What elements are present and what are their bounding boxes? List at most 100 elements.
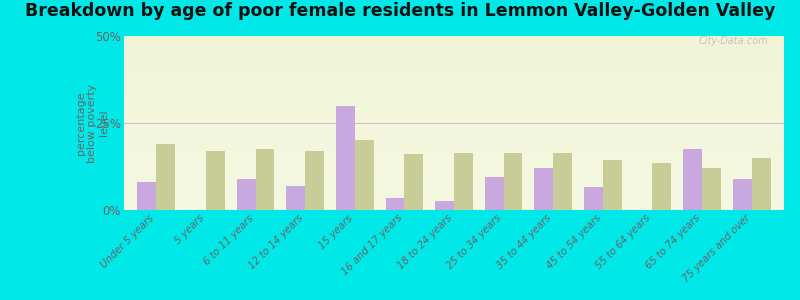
Bar <box>404 154 423 210</box>
Bar <box>124 73 784 74</box>
Bar <box>124 188 784 189</box>
Bar <box>124 196 784 198</box>
Bar <box>124 206 784 208</box>
Bar <box>286 186 305 210</box>
Bar <box>124 119 784 121</box>
Bar <box>124 137 784 139</box>
Bar <box>124 52 784 53</box>
Bar <box>124 203 784 205</box>
Bar <box>124 121 784 123</box>
Bar <box>124 50 784 52</box>
Bar <box>124 127 784 128</box>
Bar <box>124 140 784 142</box>
Bar <box>124 85 784 86</box>
Bar <box>124 179 784 180</box>
Bar <box>124 38 784 40</box>
Bar <box>584 188 603 210</box>
Bar <box>124 139 784 140</box>
Bar <box>485 177 504 210</box>
Bar <box>386 198 404 210</box>
Bar <box>124 201 784 203</box>
Bar <box>124 43 784 45</box>
Bar <box>554 153 572 210</box>
Bar <box>124 173 784 175</box>
Bar <box>454 153 473 210</box>
Bar <box>733 179 752 210</box>
Bar <box>124 100 784 102</box>
Bar <box>124 182 784 184</box>
Bar <box>354 140 374 210</box>
Bar <box>653 163 671 210</box>
Bar <box>124 189 784 191</box>
Bar <box>124 146 784 147</box>
Bar <box>124 144 784 146</box>
Bar <box>124 46 784 48</box>
Bar <box>124 109 784 111</box>
Bar <box>124 97 784 99</box>
Bar <box>124 53 784 55</box>
Text: Breakdown by age of poor female residents in Lemmon Valley-Golden Valley: Breakdown by age of poor female resident… <box>25 2 775 20</box>
Bar <box>138 182 156 210</box>
Bar <box>124 107 784 109</box>
Bar <box>124 132 784 134</box>
Bar <box>702 168 721 210</box>
Text: City-Data.com: City-Data.com <box>698 36 768 46</box>
Bar <box>124 62 784 64</box>
Bar <box>435 201 454 210</box>
Bar <box>124 114 784 116</box>
Bar <box>124 41 784 43</box>
Bar <box>124 156 784 158</box>
Bar <box>124 167 784 168</box>
Bar <box>124 102 784 104</box>
Bar <box>124 123 784 125</box>
Bar <box>124 170 784 172</box>
Bar <box>124 57 784 58</box>
Bar <box>752 158 770 210</box>
Bar <box>124 48 784 50</box>
Bar <box>124 93 784 95</box>
Bar <box>124 60 784 62</box>
Bar <box>124 175 784 177</box>
Bar <box>124 36 784 38</box>
Bar <box>255 149 274 210</box>
Bar <box>124 83 784 85</box>
Bar <box>124 55 784 57</box>
Bar <box>124 92 784 93</box>
Bar <box>603 160 622 210</box>
Bar <box>124 184 784 186</box>
Bar <box>124 130 784 132</box>
Bar <box>124 95 784 97</box>
Bar <box>124 149 784 151</box>
Bar <box>124 160 784 161</box>
Bar <box>336 106 354 210</box>
Bar <box>124 118 784 119</box>
Bar <box>124 99 784 100</box>
Bar <box>124 193 784 194</box>
Bar <box>124 165 784 167</box>
Bar <box>124 116 784 118</box>
Bar <box>124 78 784 80</box>
Bar <box>124 64 784 66</box>
Bar <box>124 208 784 210</box>
Bar <box>124 205 784 206</box>
Bar <box>124 177 784 179</box>
Bar <box>124 154 784 156</box>
Bar <box>124 90 784 92</box>
Bar <box>124 135 784 137</box>
Bar <box>124 106 784 107</box>
Bar <box>124 200 784 201</box>
Bar <box>124 142 784 144</box>
Bar <box>124 66 784 67</box>
Bar <box>124 158 784 160</box>
Bar <box>124 153 784 154</box>
Y-axis label: percentage
below poverty
level: percentage below poverty level <box>76 83 109 163</box>
Bar <box>504 153 522 210</box>
Bar <box>237 179 255 210</box>
Bar <box>124 86 784 88</box>
Bar <box>124 45 784 46</box>
Bar <box>124 80 784 81</box>
Bar <box>124 168 784 170</box>
Bar <box>124 191 784 193</box>
Bar <box>124 147 784 149</box>
Bar <box>534 168 554 210</box>
